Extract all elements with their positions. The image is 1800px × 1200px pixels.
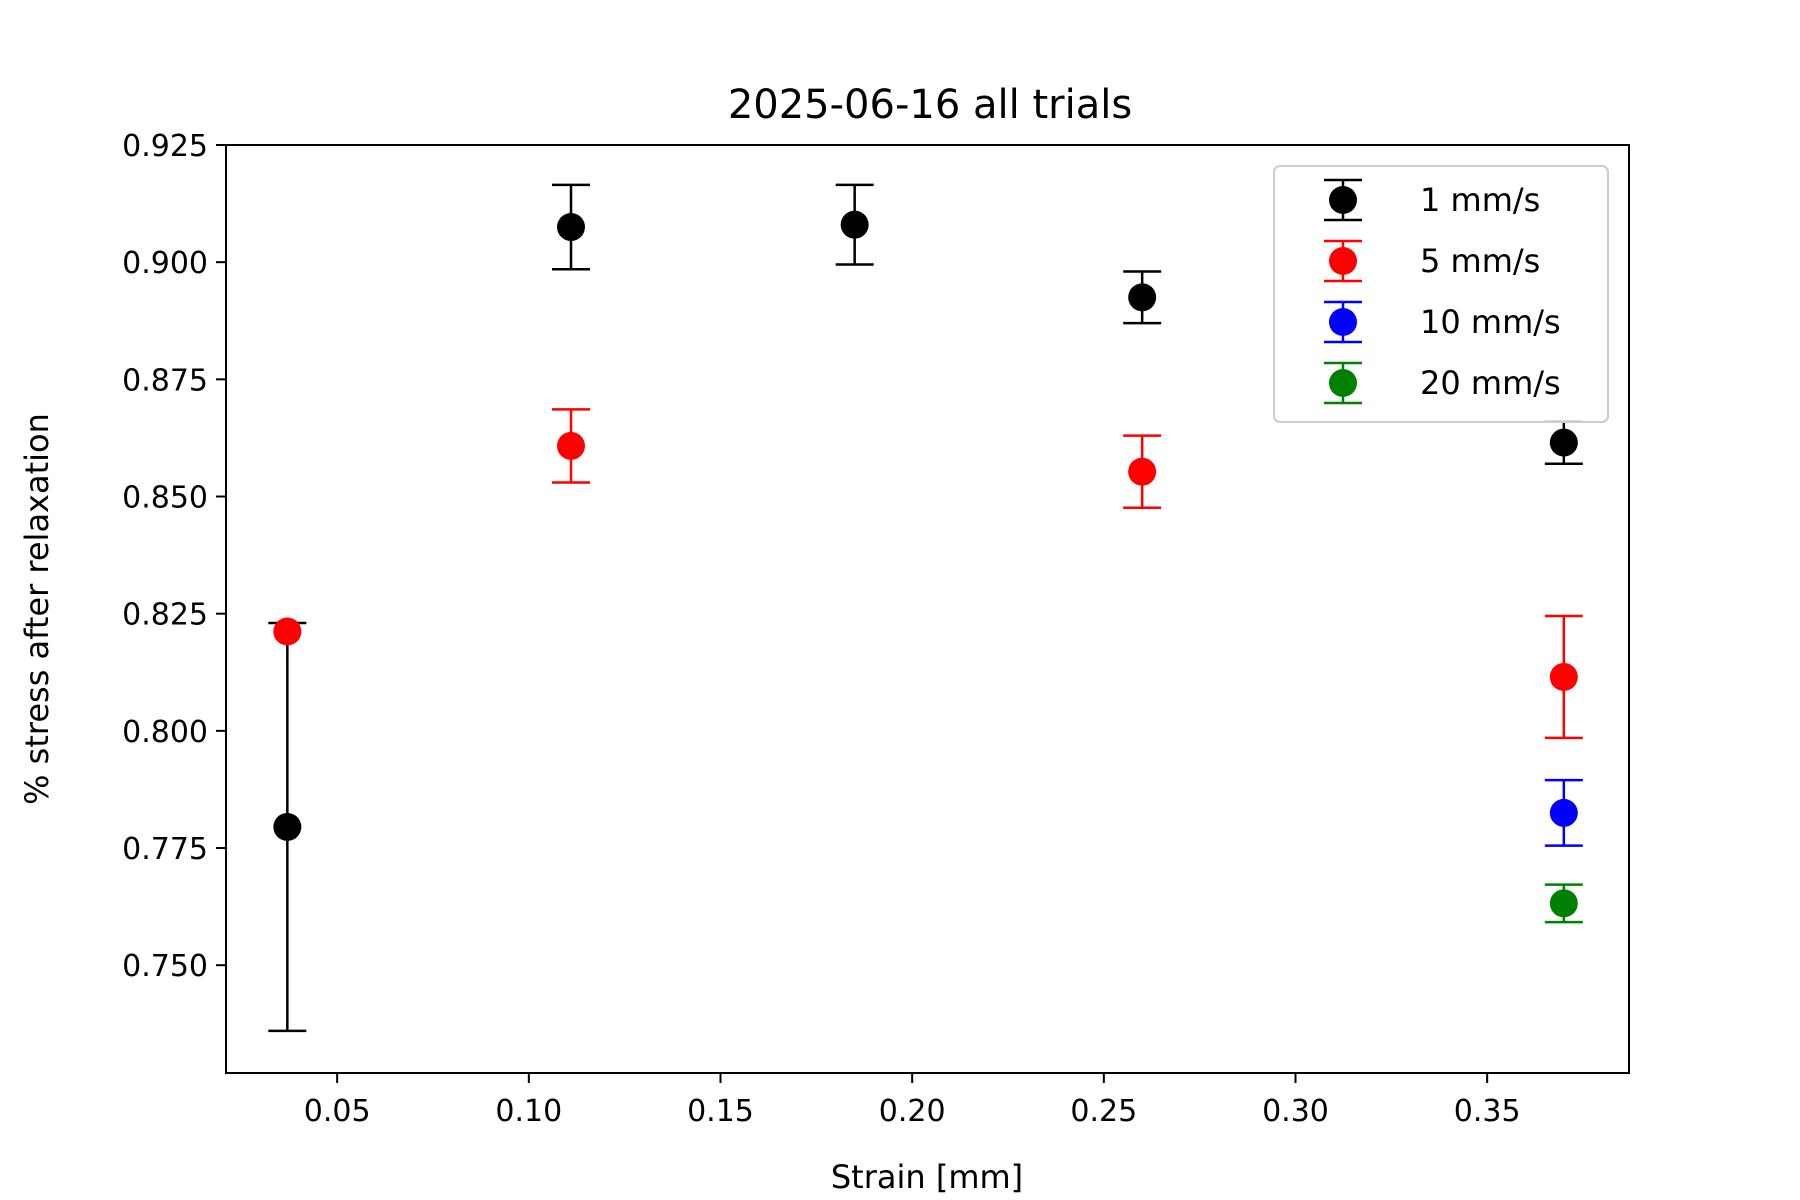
plot-frame (225, 144, 1630, 1074)
data-point (1128, 457, 1157, 486)
legend: 1 mm/s 5 mm/s 10 mm/s 20 mm/s (1273, 165, 1609, 423)
data-point (1549, 889, 1578, 918)
legend-marker (1329, 369, 1357, 397)
x-tick-label: 0.25 (1070, 1094, 1137, 1129)
y-tick-label: 0.925 (122, 129, 208, 164)
y-tick-label: 0.800 (122, 715, 208, 750)
legend-marker (1329, 186, 1357, 214)
x-tick-label: 0.15 (687, 1094, 754, 1129)
legend-marker (1329, 247, 1357, 275)
data-point (840, 210, 869, 239)
data-point (1128, 283, 1157, 312)
data-point (557, 431, 585, 460)
x-tick-label: 0.35 (1454, 1094, 1521, 1129)
chart-title: 2025-06-16 all trials (728, 82, 1132, 128)
axis-ticks: 0.05 0.10 0.15 0.20 0.25 0.30 0.35 0.750 0.775 0.… (122, 129, 1520, 1129)
y-tick-label: 0.750 (122, 949, 208, 984)
x-axis-label: Strain [mm] (831, 1158, 1023, 1196)
y-tick-label: 0.900 (122, 246, 208, 281)
legend-label: 5 mm/s (1420, 242, 1540, 280)
series-0 (268, 183, 1583, 1033)
x-tick-label: 0.20 (879, 1094, 946, 1129)
data-point (273, 812, 302, 841)
y-tick-label: 0.850 (122, 481, 208, 516)
legend-item: 5 mm/s (1324, 239, 1540, 283)
series-1 (273, 408, 1583, 740)
legend-marker (1329, 308, 1357, 336)
data-point (1549, 662, 1578, 691)
y-tick-label: 0.875 (122, 363, 208, 398)
y-tick-label: 0.775 (122, 832, 208, 867)
series-2 (1544, 778, 1583, 847)
legend-box (1273, 165, 1609, 423)
legend-label: 20 mm/s (1420, 364, 1561, 402)
data-point (1549, 798, 1578, 827)
data-point (273, 617, 302, 646)
legend-item: 1 mm/s (1324, 178, 1540, 222)
plot-marks (268, 183, 1583, 1033)
x-tick-label: 0.05 (304, 1094, 371, 1129)
series-3 (1544, 883, 1583, 924)
legend-item: 20 mm/s (1324, 361, 1561, 405)
y-axis-label: % stress after relaxation (18, 413, 56, 805)
legend-label: 10 mm/s (1420, 303, 1561, 341)
legend-item: 10 mm/s (1324, 300, 1561, 344)
x-tick-label: 0.10 (495, 1094, 562, 1129)
x-tick-label: 0.30 (1262, 1094, 1329, 1129)
legend-label: 1 mm/s (1420, 181, 1540, 219)
data-point (1549, 428, 1578, 457)
y-tick-label: 0.825 (122, 598, 208, 633)
data-point (557, 213, 585, 242)
